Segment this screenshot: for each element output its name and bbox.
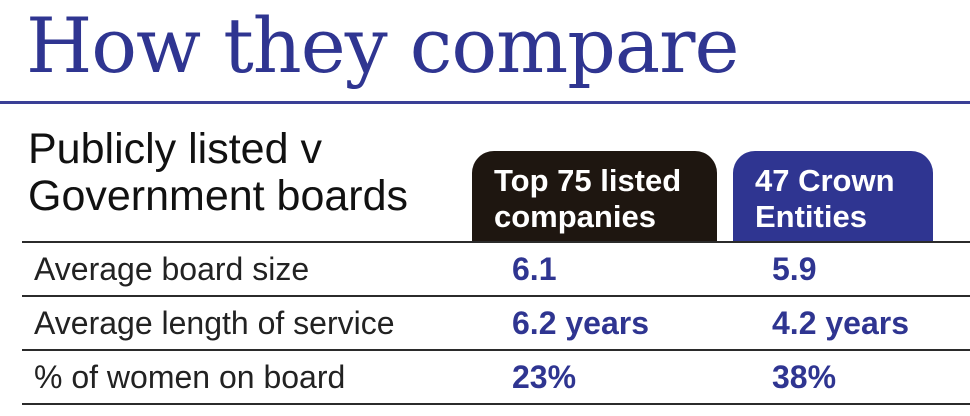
table-divider xyxy=(22,241,970,243)
listed-value: 6.2 years xyxy=(512,305,650,341)
column-header-listed: Top 75 listed companies xyxy=(472,151,717,241)
subtitle-line-2: Government boards xyxy=(28,172,409,220)
row-label: Average length of service xyxy=(34,305,395,341)
listed-value: 6.1 xyxy=(512,251,557,287)
subtitle-line-1: Publicly listed v xyxy=(28,125,322,173)
crown-value: 4.2 years xyxy=(772,305,910,341)
column-header-crown-line-2: Entities xyxy=(755,199,867,234)
row-label: Average board size xyxy=(34,251,310,287)
row-label: % of women on board xyxy=(34,359,346,395)
table-row: Average length of service 6.2 years 4.2 … xyxy=(0,297,970,349)
crown-value: 38% xyxy=(772,359,837,395)
crown-value: 5.9 xyxy=(772,251,817,287)
listed-value: 23% xyxy=(512,359,577,395)
page-title: How they compare xyxy=(26,1,739,90)
column-header-crown: 47 Crown Entities xyxy=(733,151,933,241)
table-divider xyxy=(22,295,970,297)
table-row: % of women on board 23% 38% xyxy=(0,351,970,403)
column-header-listed-line-1: Top 75 listed xyxy=(494,163,682,198)
table-bottom-rule xyxy=(22,403,970,405)
table-divider xyxy=(22,349,970,351)
subtitle: Publicly listed v Government boards xyxy=(28,126,458,220)
table-row: Average board size 6.1 5.9 xyxy=(0,243,970,295)
title-rule xyxy=(0,101,970,104)
column-header-listed-line-2: companies xyxy=(494,199,656,234)
column-header-crown-line-1: 47 Crown xyxy=(755,163,895,198)
